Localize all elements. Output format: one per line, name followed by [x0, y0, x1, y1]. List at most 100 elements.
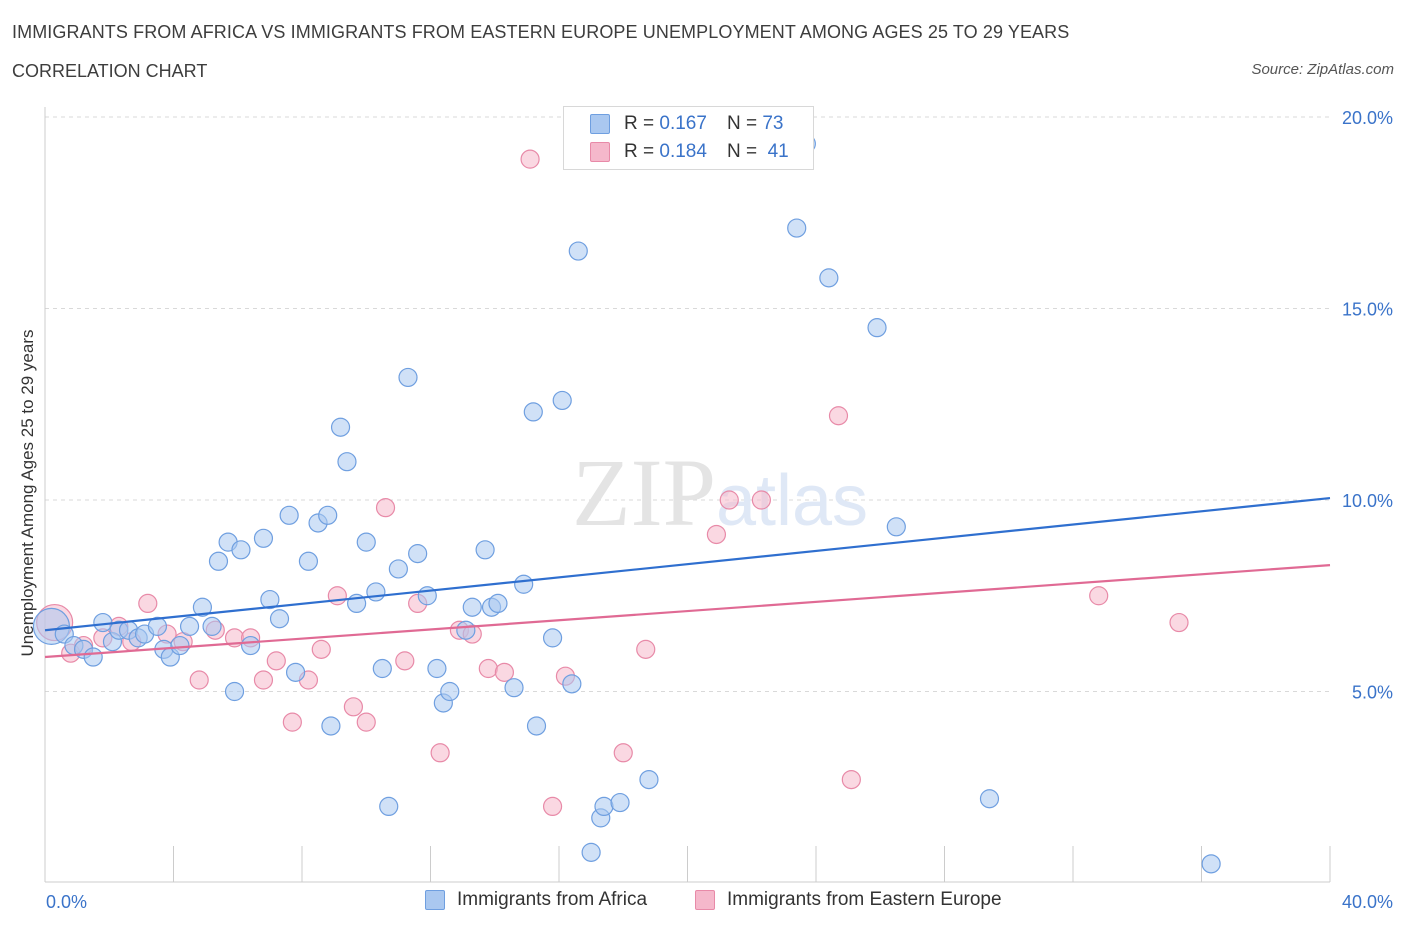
data-point-africa — [562, 674, 582, 694]
data-point-africa — [886, 517, 906, 537]
legend-swatch-eastern-europe — [590, 142, 610, 162]
data-point-eastern-europe — [253, 670, 274, 690]
legend-row-eastern-europe: R = 0.184 N = 41 — [590, 140, 789, 164]
data-point-africa — [523, 402, 543, 422]
data-point-africa — [1201, 854, 1221, 874]
y-tick-label: 5.0% — [1352, 683, 1393, 703]
data-point-africa — [298, 551, 319, 571]
data-point-africa — [398, 367, 418, 388]
data-point-africa — [488, 593, 508, 614]
data-point-africa — [979, 789, 1000, 809]
source-note: Source: ZipAtlas.com — [1251, 61, 1394, 78]
data-point-africa — [639, 769, 659, 790]
data-point-africa — [475, 540, 495, 560]
data-point-africa — [581, 842, 601, 862]
data-point-africa — [388, 559, 408, 579]
y-tick-label: 10.0% — [1342, 491, 1393, 511]
data-point-africa — [552, 390, 572, 411]
data-point-eastern-europe — [520, 149, 540, 169]
legend-r-label: R = — [624, 141, 655, 162]
data-point-eastern-europe — [719, 490, 739, 510]
data-point-africa — [202, 616, 222, 636]
data-point-africa — [867, 318, 887, 338]
data-point-africa — [83, 647, 103, 667]
bottom-legend-swatch-eastern-europe — [695, 890, 715, 910]
data-point-africa — [542, 628, 563, 648]
data-point-africa — [269, 609, 290, 629]
data-point-eastern-europe — [613, 743, 633, 763]
data-point-africa — [372, 658, 392, 679]
data-point-eastern-europe — [375, 498, 396, 518]
legend-r-value-eastern-europe: 0.184 — [659, 141, 707, 162]
data-point-africa — [427, 658, 447, 679]
bottom-legend-africa: Immigrants from Africa — [425, 889, 647, 911]
legend-row-africa: R = 0.167 N = 73 — [590, 112, 783, 136]
data-point-eastern-europe — [266, 651, 286, 671]
legend-r-value-africa: 0.167 — [659, 113, 707, 134]
data-point-africa — [321, 716, 341, 736]
data-point-africa — [318, 505, 338, 525]
data-point-eastern-europe — [138, 593, 158, 614]
data-point-africa — [787, 218, 807, 238]
legend-n-label: N = — [726, 113, 758, 134]
y-axis-title: Unemployment Among Ages 25 to 29 years — [18, 329, 37, 657]
data-point-africa — [241, 635, 261, 656]
data-point-africa — [279, 505, 299, 525]
data-point-africa — [408, 544, 428, 564]
y-tick-label: 15.0% — [1342, 300, 1393, 320]
trend-lines — [44, 496, 1331, 659]
data-point-africa — [208, 551, 229, 571]
data-point-africa — [147, 616, 168, 636]
watermark-zip: ZIP — [572, 439, 716, 546]
bottom-legend-label-eastern-europe: Immigrants from Eastern Europe — [727, 889, 1002, 910]
watermark: ZIPatlas — [572, 439, 868, 546]
data-point-eastern-europe — [189, 670, 209, 690]
legend-r-label: R = — [624, 113, 655, 134]
data-point-eastern-europe — [356, 712, 376, 732]
data-point-eastern-europe — [282, 712, 302, 732]
y-tick-label: 20.0% — [1342, 108, 1393, 128]
trend-line-africa — [44, 496, 1331, 632]
data-point-africa — [179, 616, 200, 636]
data-point-africa — [192, 597, 213, 617]
bottom-legend-swatch-africa — [425, 890, 445, 910]
data-point-africa — [224, 681, 245, 702]
correlation-legend: R = 0.167 N = 73 R = 0.184 N = 41 — [563, 106, 814, 170]
data-point-africa — [456, 620, 476, 640]
data-point-africa — [170, 635, 190, 656]
data-point-eastern-europe — [828, 406, 849, 426]
bottom-legend-label-africa: Immigrants from Africa — [457, 889, 648, 910]
gridlines — [45, 116, 1330, 692]
data-point-eastern-europe — [343, 697, 363, 717]
data-point-eastern-europe — [395, 651, 415, 671]
tick-labels: 5.0% 10.0% 15.0% 20.0% 0.0% 40.0% — [46, 108, 1393, 912]
data-point-eastern-europe — [1169, 612, 1189, 633]
data-point-eastern-europe — [311, 639, 331, 659]
legend-n-label: N = — [726, 141, 758, 162]
data-point-eastern-europe — [1089, 586, 1109, 606]
data-point-africa — [568, 241, 588, 261]
data-point-africa — [819, 268, 839, 288]
data-point-africa — [231, 540, 251, 560]
data-point-africa — [610, 792, 630, 813]
data-point-eastern-europe — [430, 743, 450, 763]
bottom-legend-eastern-europe: Immigrants from Eastern Europe — [695, 889, 1002, 911]
data-point-eastern-europe — [841, 769, 861, 790]
data-point-eastern-europe — [494, 662, 514, 682]
chart-title: IMMIGRANTS FROM AFRICA VS IMMIGRANTS FRO… — [12, 22, 1070, 42]
axes — [44, 107, 1331, 883]
data-point-africa — [253, 528, 274, 548]
data-point-eastern-europe — [542, 796, 563, 817]
data-point-africa — [594, 796, 614, 817]
data-point-africa — [337, 452, 357, 472]
watermark-atlas: atlas — [716, 461, 868, 541]
data-point-africa — [366, 582, 386, 602]
data-point-africa — [379, 796, 399, 817]
data-point-eastern-europe — [751, 490, 771, 510]
trend-line-eastern-europe — [44, 564, 1331, 659]
chart-subtitle: CORRELATION CHART — [12, 61, 208, 81]
data-point-africa — [526, 716, 547, 736]
data-point-africa — [356, 532, 376, 552]
data-point-eastern-europe — [636, 639, 656, 659]
